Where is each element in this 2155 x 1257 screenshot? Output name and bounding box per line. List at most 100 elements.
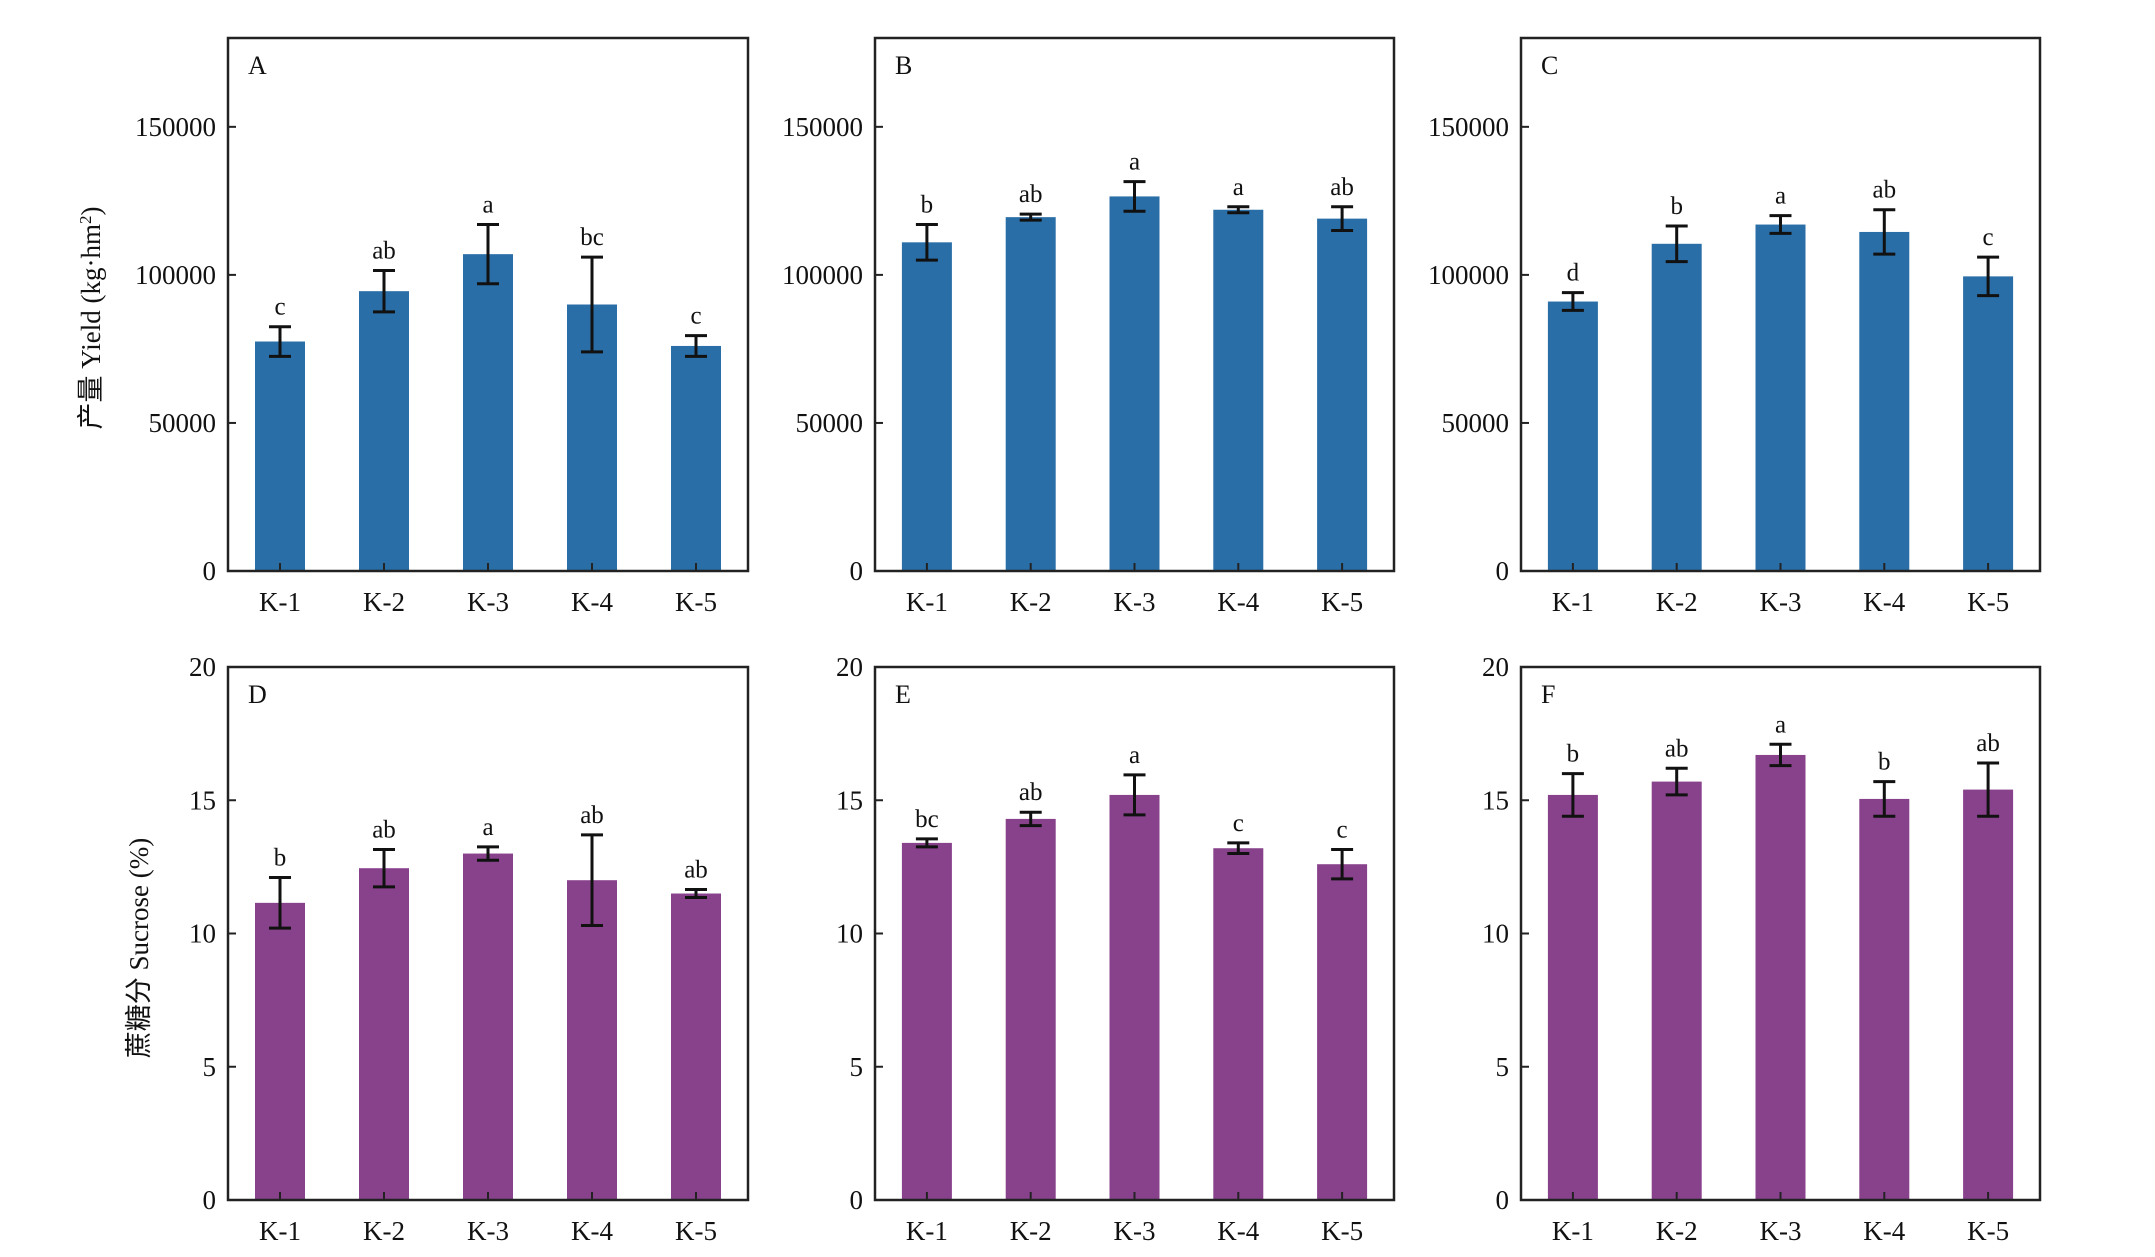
x-tick-label-e-2: K-2	[1010, 1216, 1052, 1246]
significance-label-e-1: bc	[915, 806, 939, 833]
panel-label-b: B	[895, 51, 912, 80]
y-tick-label-b-0: 0	[850, 556, 864, 586]
error-bar-c-4	[1873, 208, 1896, 256]
significance-label-d-5: ab	[684, 857, 708, 884]
bar-a-3	[463, 254, 513, 571]
significance-label-f-1: b	[1567, 741, 1580, 768]
bar-e-1	[901, 842, 952, 1200]
significance-label-b-3: a	[1129, 149, 1140, 176]
svg-text:产量 Yield (kg·hm2): 产量 Yield (kg·hm2)	[76, 207, 107, 430]
panels: cK-1abK-2aK-3bcK-4cK-5050000100000150000…	[135, 36, 2042, 1246]
error-bar-a-2	[373, 268, 395, 314]
error-bar-a-5	[685, 334, 707, 358]
error-bar-a-3	[477, 223, 499, 286]
panel-label-f: F	[1541, 680, 1555, 709]
significance-label-c-3: a	[1775, 183, 1786, 210]
bar-c-2	[1651, 243, 1702, 571]
significance-label-b-1: b	[921, 192, 934, 219]
error-bar-d-4	[581, 833, 603, 928]
error-bar-b-3	[1123, 180, 1146, 213]
error-bar-d-3	[477, 845, 499, 862]
panel-b: b K-1 ab K-2 a K-3 a K-4 ab K-5 0 50000 100000 150000…	[782, 36, 1396, 617]
bar-b-5	[1317, 218, 1368, 571]
y-tick-label-c-100000: 100000	[1428, 260, 1509, 290]
bar-d-2	[359, 868, 409, 1200]
bar-d-4	[567, 880, 617, 1200]
x-tick-label-e-4: K-4	[1217, 1216, 1259, 1246]
bar-c-1	[1547, 301, 1598, 571]
bar-a-5	[671, 345, 721, 571]
plot-frame-b	[873, 36, 1396, 573]
yield-axis-title-suffix: )	[76, 207, 106, 216]
y-tick-label-c-0: 0	[1496, 556, 1510, 586]
y-tick-label-e-15: 15	[836, 785, 863, 815]
x-tick-label-c-2: K-2	[1656, 587, 1698, 617]
plot-frame-d	[226, 665, 750, 1202]
panel-d: b K-1 ab K-2 a K-3 ab K-4 ab K-5 0 5 10 15 20 D	[189, 652, 750, 1246]
x-tick-label-b-5: K-5	[1321, 587, 1363, 617]
x-tick-label-d-5: K-5	[675, 1216, 717, 1246]
plot-frame-c	[1519, 36, 2042, 573]
bar-e-5	[1317, 864, 1368, 1200]
bar-c-3	[1755, 224, 1806, 572]
error-bar-d-1	[269, 876, 291, 930]
y-tick-label-b-150000: 150000	[782, 112, 863, 142]
x-tick-label-a-3: K-3	[467, 587, 509, 617]
x-tick-label-b-2: K-2	[1010, 587, 1052, 617]
plot-frame-e	[873, 665, 1396, 1202]
x-tick-label-b-4: K-4	[1217, 587, 1259, 617]
error-bar-f-3	[1769, 742, 1792, 768]
significance-label-d-2: ab	[372, 817, 396, 844]
bar-a-1	[255, 341, 305, 571]
bar-d-3	[463, 853, 513, 1200]
y-tick-label-d-10: 10	[189, 919, 216, 949]
panel-label-a: A	[248, 51, 267, 80]
y-tick-label-f-5: 5	[1496, 1052, 1510, 1082]
significance-label-b-5: ab	[1330, 174, 1354, 201]
x-tick-label-c-4: K-4	[1863, 587, 1905, 617]
x-tick-label-e-3: K-3	[1114, 1216, 1156, 1246]
panel-label-e: E	[895, 680, 911, 709]
x-tick-label-c-5: K-5	[1967, 587, 2009, 617]
error-bar-a-4	[581, 255, 603, 354]
x-tick-label-a-4: K-4	[571, 587, 613, 617]
significance-label-b-4: a	[1233, 174, 1244, 201]
x-tick-label-a-5: K-5	[675, 587, 717, 617]
error-bar-e-2	[1019, 810, 1042, 828]
y-tick-label-a-100000: 100000	[135, 260, 216, 290]
panel-label-d: D	[248, 680, 267, 709]
error-bar-c-3	[1769, 214, 1792, 235]
x-tick-label-d-1: K-1	[259, 1216, 301, 1246]
y-tick-label-b-50000: 50000	[796, 408, 864, 438]
x-tick-label-f-3: K-3	[1760, 1216, 1802, 1246]
bar-f-1	[1547, 794, 1598, 1200]
error-bar-e-4	[1227, 841, 1250, 856]
significance-label-e-4: c	[1233, 810, 1244, 837]
plot-frame-a	[226, 36, 750, 573]
plot-frame-f	[1519, 665, 2042, 1202]
significance-label-d-1: b	[274, 845, 287, 872]
y-tick-label-f-15: 15	[1482, 785, 1509, 815]
y-tick-label-e-10: 10	[836, 919, 863, 949]
y-tick-label-c-150000: 150000	[1428, 112, 1509, 142]
error-bar-f-5	[1977, 761, 2000, 818]
significance-label-f-2: ab	[1665, 735, 1689, 762]
y-tick-label-d-5: 5	[203, 1052, 217, 1082]
error-bar-f-1	[1561, 772, 1584, 818]
bar-b-4	[1213, 209, 1264, 571]
significance-label-d-4: ab	[580, 802, 604, 829]
significance-label-f-5: ab	[1976, 730, 2000, 757]
y-tick-label-d-0: 0	[203, 1185, 217, 1215]
x-tick-label-f-1: K-1	[1552, 1216, 1594, 1246]
y-tick-label-d-15: 15	[189, 785, 216, 815]
significance-label-a-4: bc	[580, 224, 604, 251]
x-tick-label-b-3: K-3	[1114, 587, 1156, 617]
bar-c-5	[1963, 276, 2014, 571]
y-tick-label-c-50000: 50000	[1442, 408, 1510, 438]
bar-d-1	[255, 902, 305, 1200]
x-tick-label-f-2: K-2	[1656, 1216, 1698, 1246]
x-tick-label-c-3: K-3	[1760, 587, 1802, 617]
significance-label-a-3: a	[482, 192, 493, 219]
x-tick-label-b-1: K-1	[906, 587, 948, 617]
